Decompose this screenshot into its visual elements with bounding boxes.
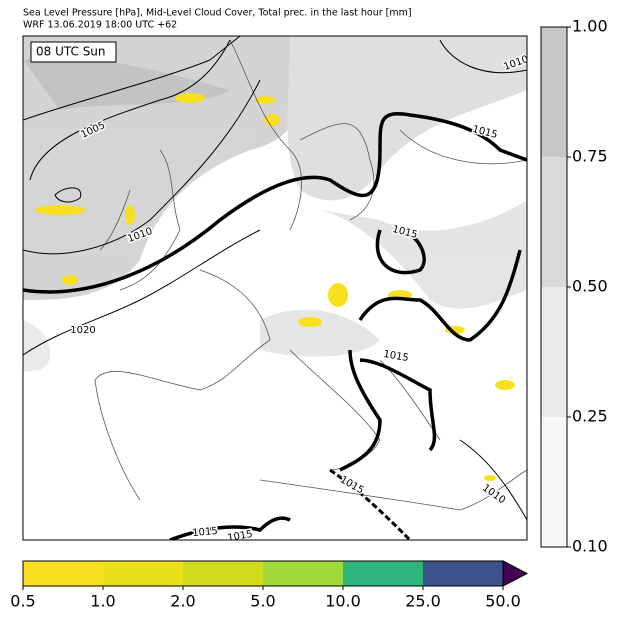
isobar-label: 1020 [70,325,95,336]
colorbar-tick-label: 0.25 [572,407,608,426]
colorbar-tick-label: 0.50 [572,277,608,296]
map-frame [22,35,528,541]
colorbar-segment [23,561,103,586]
colorbar-tick-label: 2.0 [170,592,195,611]
colorbar-tick-label: 1.00 [572,17,608,36]
colorbar-tick-label: 5.0 [250,592,275,611]
colorbar-segment [183,561,263,586]
colorbar-segment [541,157,567,287]
colorbar-tick-label: 1.0 [90,592,115,611]
colorbar-segment [343,561,423,586]
time-box [30,41,117,63]
title: Sea Level Pressure [hPa], Mid-Level Clou… [23,8,412,19]
colorbar-tick-label: 50.0 [485,592,521,611]
colorbar-tick-label: 0.5 [10,592,35,611]
colorbar-segment [541,417,567,547]
colorbar-segment [103,561,183,586]
colorbar-segment [423,561,503,586]
colorbar-segment [263,561,343,586]
isobar-label: 1015 [192,526,218,539]
colorbar-tick-label: 0.75 [572,147,608,166]
colorbar-segment [541,27,567,157]
colorbar-tick-label: 25.0 [405,592,441,611]
colorbar-tick-label: 10.0 [325,592,361,611]
colorbar-extend [502,560,529,587]
time-label: 08 UTC Sun [36,45,106,59]
isobars [23,36,527,540]
subtitle: WRF 13.06.2019 18:00 UTC +62 [23,20,177,31]
colorbar-segment [541,287,567,417]
colorbar-tick-label: 0.10 [572,537,608,556]
